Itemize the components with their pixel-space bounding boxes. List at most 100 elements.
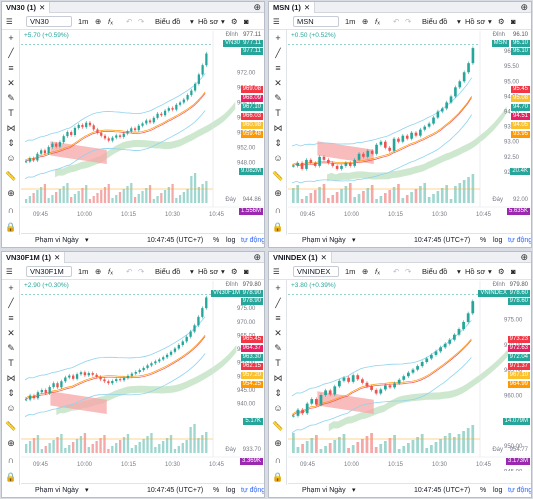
crosshair-icon[interactable]: + — [275, 33, 281, 43]
profile-button[interactable]: Hồ sơ — [465, 17, 486, 26]
date-range-button[interactable]: Phạm vi Ngày — [35, 487, 79, 494]
menu-icon[interactable]: ☰ — [273, 17, 280, 26]
fib-icon[interactable]: ≡ — [275, 313, 281, 323]
compare-icon[interactable]: ⊕ — [362, 267, 369, 276]
measure-icon[interactable]: ⇕ — [274, 138, 282, 148]
chart-type-button[interactable]: Biểu đồ — [155, 17, 181, 26]
trend-line-icon[interactable]: ╱ — [8, 48, 14, 58]
interval-button[interactable]: 1m — [78, 267, 89, 276]
zoom-icon[interactable]: ⊕ — [274, 438, 282, 448]
symbol-search-input[interactable]: VN30F1M — [26, 266, 72, 277]
chart-type-button[interactable]: Biểu đồ — [155, 267, 181, 276]
brush-icon[interactable]: ✎ — [7, 343, 15, 353]
add-tab-icon[interactable]: ⊕ — [520, 252, 528, 262]
indicators-icon[interactable]: 𝑓ₓ — [108, 267, 113, 276]
interval-button[interactable]: 1m — [78, 17, 89, 26]
zoom-icon[interactable]: ⊕ — [274, 188, 282, 198]
magnet-icon[interactable]: ∩ — [274, 455, 282, 465]
compare-icon[interactable]: ⊕ — [95, 17, 102, 26]
settings-icon[interactable]: ⚙ — [231, 267, 238, 276]
brush-icon[interactable]: ✎ — [274, 343, 282, 353]
ruler-icon[interactable]: 📏 — [272, 171, 284, 181]
chart-tab[interactable]: VN30 (1) ✕ — [2, 2, 51, 13]
chart-tab[interactable]: MSN (1) ✕ — [269, 2, 316, 13]
emoji-icon[interactable]: ☺ — [6, 403, 16, 413]
measure-icon[interactable]: ⇕ — [7, 138, 15, 148]
lock-icon[interactable]: 🔒 — [272, 222, 284, 232]
settings-icon[interactable]: ⚙ — [498, 17, 505, 26]
profile-button[interactable]: Hồ sơ — [198, 17, 219, 26]
trend-line-icon[interactable]: ╱ — [8, 298, 14, 308]
log-toggle[interactable]: log — [226, 487, 236, 494]
brush-icon[interactable]: ✎ — [7, 93, 15, 103]
menu-icon[interactable]: ☰ — [273, 267, 280, 276]
log-toggle[interactable]: log — [493, 237, 503, 244]
close-icon[interactable]: ✕ — [320, 253, 327, 262]
pattern-icon[interactable]: ✕ — [7, 328, 15, 338]
trend-line-icon[interactable]: ╱ — [275, 298, 281, 308]
fib-icon[interactable]: ≡ — [8, 63, 14, 73]
magnet-icon[interactable]: ∩ — [7, 205, 15, 215]
pattern-icon[interactable]: ✕ — [274, 328, 282, 338]
magnet-icon[interactable]: ∩ — [7, 455, 15, 465]
redo-icon[interactable]: ↷ — [138, 267, 145, 276]
camera-icon[interactable]: ◙ — [511, 17, 516, 26]
crosshair-icon[interactable]: + — [8, 33, 14, 43]
interval-button[interactable]: 1m — [345, 17, 356, 26]
emoji-icon[interactable]: ☺ — [273, 153, 283, 163]
emoji-icon[interactable]: ☺ — [6, 153, 16, 163]
symbol-search-input[interactable]: MSN — [293, 16, 339, 27]
text-icon[interactable]: T — [275, 108, 281, 118]
price-chart[interactable]: 975.00970.00965.00960.00955.00950.00945.… — [288, 281, 532, 471]
add-tab-icon[interactable]: ⊕ — [520, 2, 528, 12]
prediction-icon[interactable]: ⋈ — [6, 373, 16, 383]
brush-icon[interactable]: ✎ — [274, 93, 282, 103]
chart-tab[interactable]: VNINDEX (1) ✕ — [269, 252, 332, 263]
ruler-icon[interactable]: 📏 — [5, 421, 17, 431]
measure-icon[interactable]: ⇕ — [7, 388, 15, 398]
prediction-icon[interactable]: ⋈ — [6, 123, 16, 133]
fib-icon[interactable]: ≡ — [275, 63, 281, 73]
profile-button[interactable]: Hồ sơ — [198, 267, 219, 276]
menu-icon[interactable]: ☰ — [6, 267, 13, 276]
undo-icon[interactable]: ↶ — [126, 267, 133, 276]
zoom-icon[interactable]: ⊕ — [7, 188, 15, 198]
price-chart[interactable]: 975.00970.00965.00960.00955.00950.00945.… — [21, 281, 265, 471]
compare-icon[interactable]: ⊕ — [362, 17, 369, 26]
indicators-icon[interactable]: 𝑓ₓ — [375, 17, 380, 26]
trend-line-icon[interactable]: ╱ — [275, 48, 281, 58]
percent-toggle[interactable]: % — [213, 487, 220, 494]
pattern-icon[interactable]: ✕ — [274, 78, 282, 88]
date-range-button[interactable]: Phạm vi Ngày — [302, 237, 346, 244]
chart-tab[interactable]: VN30F1M (1) ✕ — [2, 252, 66, 263]
settings-icon[interactable]: ⚙ — [231, 17, 238, 26]
prediction-icon[interactable]: ⋈ — [273, 373, 283, 383]
ruler-icon[interactable]: 📏 — [272, 421, 284, 431]
chart-type-button[interactable]: Biểu đồ — [422, 17, 448, 26]
crosshair-icon[interactable]: + — [275, 283, 281, 293]
indicators-icon[interactable]: 𝑓ₓ — [375, 267, 380, 276]
pattern-icon[interactable]: ✕ — [7, 78, 15, 88]
zoom-icon[interactable]: ⊕ — [7, 438, 15, 448]
date-range-button[interactable]: Phạm vi Ngày — [35, 237, 79, 244]
lock-icon[interactable]: 🔒 — [5, 222, 17, 232]
price-chart[interactable]: 972.00968.00964.00960.00956.00952.00948.… — [21, 31, 265, 221]
auto-scale-toggle[interactable]: tự động — [508, 487, 532, 494]
text-icon[interactable]: T — [275, 358, 281, 368]
percent-toggle[interactable]: % — [480, 487, 487, 494]
emoji-icon[interactable]: ☺ — [273, 403, 283, 413]
percent-toggle[interactable]: % — [213, 237, 220, 244]
close-icon[interactable]: ✕ — [54, 253, 61, 262]
camera-icon[interactable]: ◙ — [511, 267, 516, 276]
close-icon[interactable]: ✕ — [39, 3, 46, 12]
fib-icon[interactable]: ≡ — [8, 313, 14, 323]
lock-icon[interactable]: 🔒 — [5, 472, 17, 482]
camera-icon[interactable]: ◙ — [244, 17, 249, 26]
settings-icon[interactable]: ⚙ — [498, 267, 505, 276]
undo-icon[interactable]: ↶ — [393, 267, 400, 276]
camera-icon[interactable]: ◙ — [244, 267, 249, 276]
log-toggle[interactable]: log — [226, 237, 236, 244]
symbol-search-input[interactable]: VNINDEX — [293, 266, 339, 277]
undo-icon[interactable]: ↶ — [393, 17, 400, 26]
price-chart[interactable]: 96.0095.5095.0094.5094.0093.5093.0092.50… — [288, 31, 532, 221]
